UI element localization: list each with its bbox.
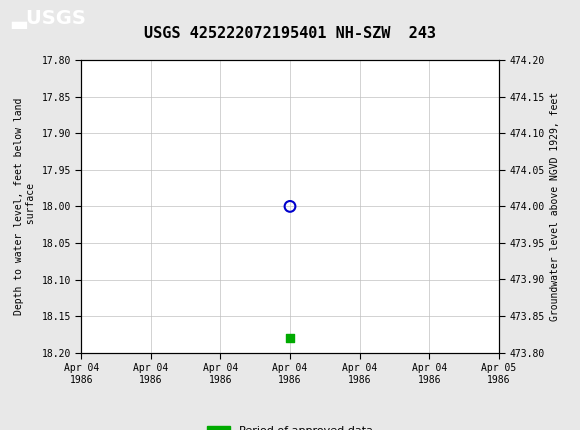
- Point: [285, 335, 295, 341]
- Legend: Period of approved data: Period of approved data: [203, 422, 377, 430]
- Text: ▃USGS: ▃USGS: [12, 10, 86, 29]
- Point: [285, 203, 295, 210]
- Text: USGS 425222072195401 NH-SZW  243: USGS 425222072195401 NH-SZW 243: [144, 26, 436, 41]
- Y-axis label: Groundwater level above NGVD 1929, feet: Groundwater level above NGVD 1929, feet: [550, 92, 560, 321]
- Y-axis label: Depth to water level, feet below land
 surface: Depth to water level, feet below land su…: [14, 98, 36, 315]
